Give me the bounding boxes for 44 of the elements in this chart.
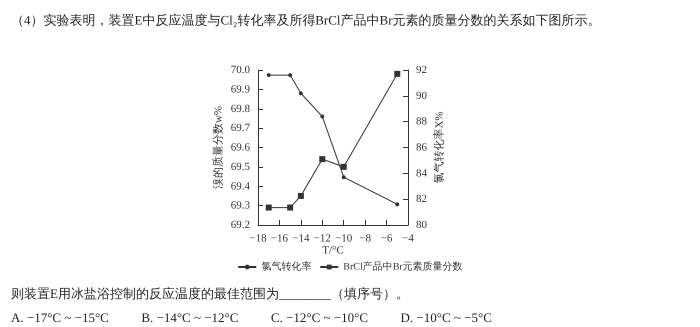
- legend-label: BrCl产品中Br元素质量分数: [343, 260, 463, 272]
- y2-tick-label: 80: [416, 219, 428, 231]
- text: A. −17°C ~ −15°C B. −14°C ~ −12°C C. −12°C ~ −10°C D. −10°C ~ −5°C: [11, 310, 492, 325]
- point: [298, 192, 304, 199]
- x-axis-title: T/°C: [322, 244, 344, 256]
- point: [266, 73, 271, 78]
- point: [320, 114, 324, 118]
- point: [319, 156, 326, 162]
- y-tick-label: 69.7: [230, 122, 250, 134]
- point: [298, 91, 303, 96]
- x-tick-label: −8: [359, 232, 372, 244]
- y2-tick-label: 88: [416, 116, 428, 128]
- text: 则装置E用冰盐浴控制的反应温度的最佳范围为________（填序号）。: [11, 286, 409, 301]
- x-tick-label: −10: [335, 232, 353, 244]
- x-tick-label: −18: [249, 232, 268, 244]
- x-tick-label: −12: [314, 232, 331, 244]
- y-axis-title: 溴的质量分数w%: [212, 106, 224, 190]
- y2-tick-label: 90: [416, 90, 428, 102]
- chart-title: （4）实验表明，装置E中反应温度与Cl₂转化率及所得BrCl产品中Br元素的质量分数的关系如下图所示。: [11, 12, 601, 28]
- y2-axis-title: 氯气转化率X%: [432, 111, 446, 184]
- x-tick-label: −4: [402, 232, 414, 244]
- y-tick-label: 69.9: [230, 83, 250, 96]
- y2-tick-label: 86: [416, 142, 428, 154]
- point: [394, 70, 400, 77]
- point: [287, 204, 294, 211]
- y2-tick-label: 92: [416, 64, 427, 76]
- x-tick-label: −14: [292, 232, 310, 244]
- y-tick-label: 70.0: [230, 64, 250, 76]
- point: [340, 164, 347, 170]
- x-tick-label: −16: [270, 232, 289, 244]
- y-tick-label: 69.5: [230, 160, 250, 173]
- legend-label: 氯气转化率: [261, 260, 312, 272]
- y-tick-label: 69.2: [230, 219, 250, 231]
- point: [342, 175, 346, 180]
- y2-tick-label: 84: [416, 167, 428, 180]
- y-tick-label: 69.4: [230, 180, 250, 192]
- y-tick-label: 69.6: [230, 142, 250, 154]
- y-tick-label: 69.8: [230, 102, 250, 115]
- point: [395, 202, 400, 206]
- point: [266, 204, 272, 211]
- y-tick-label: 69.3: [230, 200, 250, 212]
- x-tick-label: −6: [380, 232, 393, 244]
- y2-tick-label: 82: [416, 193, 427, 206]
- point: [288, 73, 292, 78]
